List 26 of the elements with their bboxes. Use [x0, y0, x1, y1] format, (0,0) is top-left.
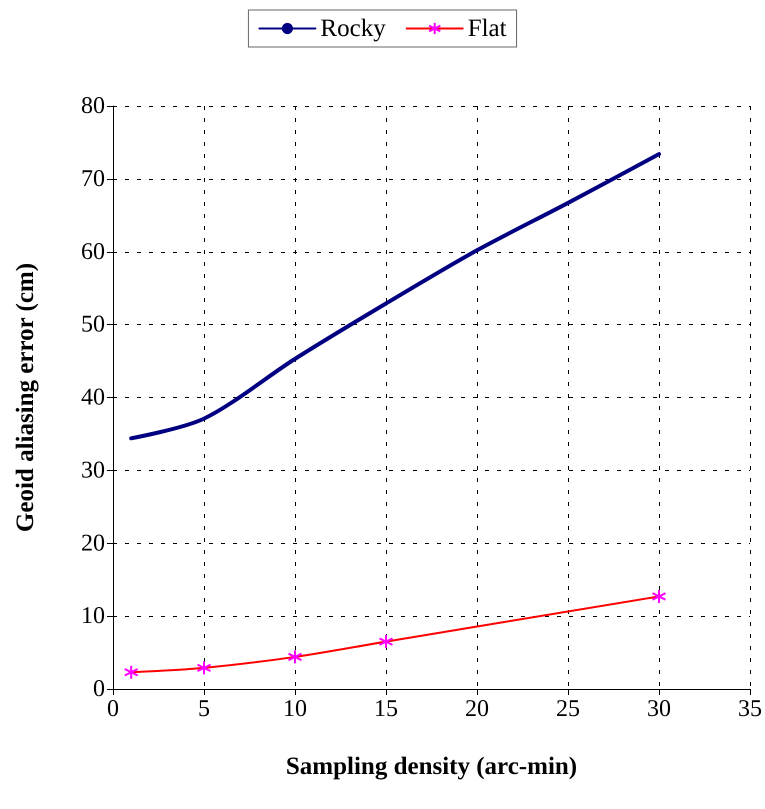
x-tick-label: 35 — [738, 696, 762, 722]
x-tick-label: 20 — [465, 696, 489, 722]
legend-label: Flat — [468, 15, 507, 42]
x-tick-label: 10 — [283, 696, 307, 722]
x-tick-label: 15 — [374, 696, 398, 722]
point — [124, 664, 139, 680]
y-tick-label: 80 — [81, 93, 105, 119]
y-tick-label: 60 — [81, 238, 105, 265]
legend-label: Rocky — [320, 15, 386, 42]
y-tick-label: 0 — [93, 676, 105, 702]
x-tick-label: 25 — [556, 696, 580, 722]
y-tick-label: 20 — [81, 530, 105, 556]
y-tick-label: 70 — [81, 166, 105, 192]
y-tick-label: 50 — [81, 312, 105, 338]
point — [196, 660, 212, 676]
line-series — [129, 152, 661, 440]
x-tick-label: 5 — [198, 696, 210, 722]
x-tick-label: 30 — [647, 696, 671, 722]
y-tick-label: 10 — [81, 603, 105, 630]
point — [378, 634, 394, 650]
y-tick-label: 40 — [81, 384, 105, 410]
y-tick-label: 30 — [81, 457, 105, 484]
point — [288, 649, 302, 664]
y-axis-title: Geoid aliasing error (cm) — [12, 262, 39, 532]
point — [652, 588, 666, 604]
x-axis-title: Sampling density (arc-min) — [286, 753, 578, 780]
